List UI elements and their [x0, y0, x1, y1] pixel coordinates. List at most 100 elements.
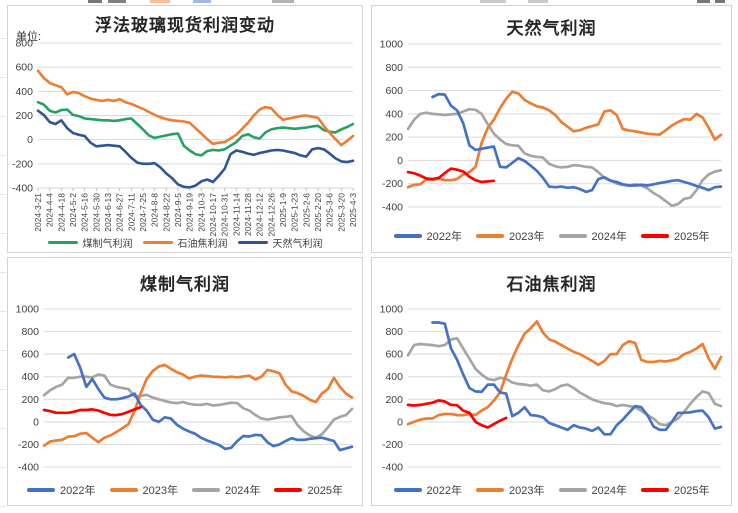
y-tick-label: -200 [382, 439, 403, 451]
coal-gas-plot-area: 1000 800 600 400 200 0 -200 -400 [16, 304, 354, 474]
y-tick-label: -200 [12, 158, 33, 170]
legend-line-swatch [109, 488, 138, 492]
y-tick-label: 600 [15, 62, 33, 74]
petroleum-coke-plot-area: 1000 800 600 400 200 0 -200 -400 [380, 304, 723, 474]
y-tick-label: 800 [21, 326, 39, 338]
legend-item: 2022年 [393, 482, 463, 498]
legend-label: 2024年 [225, 485, 261, 497]
y-tick-label: 600 [385, 349, 403, 361]
legend-line-swatch [237, 241, 268, 244]
legend-line-swatch [274, 488, 303, 492]
legend-line-swatch [142, 241, 173, 244]
x-category-label: 2024-11-28 [243, 193, 253, 236]
y-tick-label: 1000 [16, 304, 40, 316]
natural-gas-plot-area: 1000 800 600 400 200 0 -200 -400 [380, 39, 723, 214]
y-tick-label: 200 [15, 110, 33, 122]
series-line-2 [36, 109, 355, 189]
y-tick-label: 600 [21, 349, 39, 361]
legend-item: 2023年 [109, 482, 178, 498]
legend-label: 2023年 [509, 485, 545, 497]
x-category-label: 2024-11-14 [231, 193, 241, 236]
gridlines [38, 42, 353, 189]
legend-item: 煤制气利润 [47, 235, 133, 250]
x-category-label: 2025-2-6 [301, 193, 311, 227]
legend-line-swatch [393, 234, 422, 238]
legend-line-swatch [640, 234, 669, 238]
x-category-label: 2024-4-18 [56, 193, 66, 232]
legend-line-swatch [558, 488, 587, 492]
y-tick-label: 0 [397, 155, 403, 167]
series-line-3 [42, 405, 142, 417]
legend-line-swatch [27, 488, 56, 492]
legend-item: 2025年 [640, 482, 710, 498]
legend-item: 2024年 [192, 482, 260, 498]
unit-label: 单位: [16, 31, 42, 43]
series-line-2 [406, 336, 723, 427]
chart-title-natural-gas: 天然气利润 [506, 19, 597, 38]
legend-label: 2022年 [60, 485, 96, 497]
series-line-3 [406, 167, 496, 184]
legend-label: 2025年 [307, 485, 343, 497]
x-category-label: 2025-2-20 [313, 193, 323, 232]
series-line-0 [36, 100, 355, 157]
x-category-label: 2024-5-30 [91, 193, 101, 232]
y-tick-label: 400 [385, 371, 403, 383]
chart-title-float-glass: 浮法玻璃现货利润变动 [95, 16, 275, 35]
clipped-text-fragment [715, 0, 725, 3]
y-tick-label: 800 [385, 62, 403, 74]
legend-label: 煤制气利润 [82, 239, 133, 250]
legend-item: 2025年 [640, 228, 709, 244]
x-category-label: 2024-4-4 [45, 193, 55, 227]
series-line-0 [66, 352, 354, 452]
legend-item: 2023年 [476, 482, 545, 498]
y-tick-label: -400 [18, 462, 39, 474]
x-category-label: 2024-6-27 [115, 193, 125, 232]
x-category-label: 2025-1-9 [278, 193, 288, 227]
legend-item: 天然气利润 [237, 235, 323, 250]
x-category-label: 2025-3-6 [325, 193, 335, 227]
clipped-text-fragment [193, 0, 211, 3]
y-tick-label: 400 [15, 86, 33, 98]
gridlines [408, 43, 721, 208]
y-tick-label: 600 [385, 85, 403, 97]
legend-label: 2022年 [426, 485, 463, 497]
series-line-2 [406, 107, 723, 208]
legend-line-swatch [640, 488, 669, 492]
x-category-label: 2025-4-3 [348, 193, 358, 227]
x-category-label: 2025-3-20 [336, 193, 346, 232]
x-category-label: 2024-6-13 [103, 193, 113, 232]
clipped-text-fragment [150, 0, 170, 3]
x-category-label: 2024-7-25 [138, 193, 148, 232]
y-tick-label: 200 [385, 394, 403, 406]
clipped-text-fragment [272, 0, 294, 3]
legend-label: 2023年 [142, 485, 178, 497]
legend-label: 2025年 [673, 485, 710, 497]
clipped-text-fragment [108, 0, 126, 3]
y-tick-label: 1000 [380, 304, 404, 316]
x-category-label: 2025-1-23 [290, 193, 300, 232]
y-tick-label: -400 [382, 202, 403, 214]
y-tick-label: 800 [15, 38, 33, 50]
y-tick-label: 200 [385, 132, 403, 144]
chart-title-coal-gas: 煤制气利润 [140, 275, 230, 294]
x-category-label: 2024-12-12 [255, 193, 265, 237]
legend-line-swatch [47, 241, 78, 244]
legend-label: 石油焦利润 [177, 239, 228, 250]
legend-item: 2024年 [558, 482, 627, 498]
legend-line-swatch [558, 234, 587, 238]
series-line-0 [431, 92, 723, 194]
x-category-label: 2024-8-22 [161, 193, 171, 232]
series-line-2 [42, 373, 354, 440]
x-category-label: 2024-9-19 [185, 193, 195, 232]
series-line-0 [431, 321, 723, 436]
legend-item: 2023年 [476, 228, 545, 244]
x-category-label: 2024-12-26 [266, 193, 276, 237]
clipped-text-fragment [528, 0, 548, 3]
legend-item: 2022年 [393, 228, 462, 244]
x-category-label: 2024-5-16 [80, 193, 90, 232]
x-category-label: 2024-3-21 [33, 193, 43, 232]
legend-item: 2024年 [558, 228, 627, 244]
y-tick-label: -400 [12, 183, 33, 195]
